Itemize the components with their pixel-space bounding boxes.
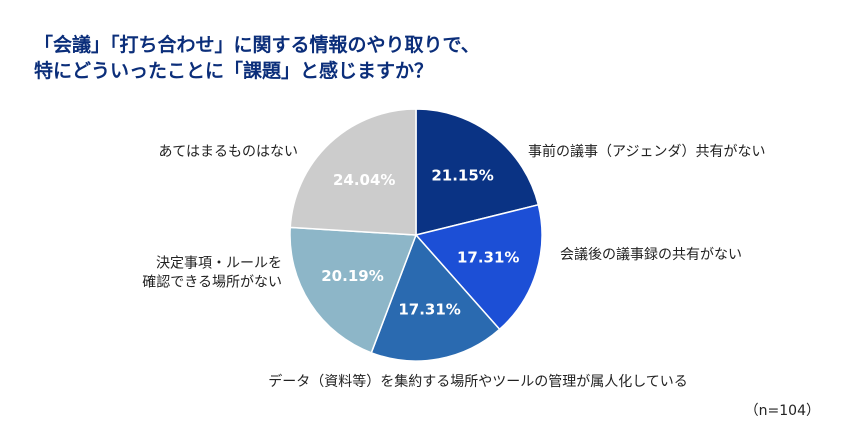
pie-value-label-5: 24.04% [333, 171, 395, 189]
pie-category-label-4: 決定事項・ルールを確認できる場所がない [142, 256, 282, 291]
pie-category-label-5-line-1: あてはまるものはない [159, 144, 298, 160]
pie-category-label-3-line-1: データ（資料等）を集約する場所やツールの管理が属人化している [268, 373, 688, 390]
pie-slice-2 [414, 203, 543, 331]
pie-category-label-5: あてはまるものはない [159, 144, 298, 160]
pie-value-label-2: 17.31% [457, 249, 519, 267]
pie-category-label-4-line-1: 決定事項・ルールを [156, 256, 282, 272]
pie-category-label-3: データ（資料等）を集約する場所やツールの管理が属人化している [268, 373, 688, 390]
pie-category-label-2-line-1: 会議後の議事録の共有がない [560, 246, 742, 263]
pie-category-label-4-line-2: 確認できる場所がない [142, 275, 282, 291]
pie-slices [289, 108, 543, 362]
pie-category-label-1-line-1: 事前の議事（アジェンダ）共有がない [528, 143, 765, 160]
pie-value-label-4: 20.19% [321, 267, 383, 285]
pie-slice-3 [370, 233, 501, 362]
sample-size-note: （n=104） [744, 403, 820, 419]
pie-slice-1 [415, 108, 540, 236]
pie-category-labels: 事前の議事（アジェンダ）共有がない会議後の議事録の共有がないデータ（資料等）を集… [142, 143, 765, 390]
pie-slice-5 [289, 108, 417, 236]
chart-title: 「会議」「打ち合わせ」に関する情報のやり取りで、 特にどういったことに「課題」と… [34, 32, 834, 84]
pie-value-label-1: 21.15% [431, 167, 493, 185]
chart-title-line-2: 特にどういったことに「課題」と感じますか？ [34, 60, 434, 82]
pie-value-labels: 21.15% 17.31% 17.31% 20.19% 24.04% [321, 167, 519, 319]
chart-title-line-1: 「会議」「打ち合わせ」に関する情報のやり取りで、 [34, 34, 480, 56]
pie-category-label-2: 会議後の議事録の共有がない [560, 246, 742, 263]
pie-category-label-1: 事前の議事（アジェンダ）共有がない [528, 143, 765, 160]
pie-value-label-3: 17.31% [398, 300, 460, 318]
pie-slice-4 [289, 226, 418, 354]
